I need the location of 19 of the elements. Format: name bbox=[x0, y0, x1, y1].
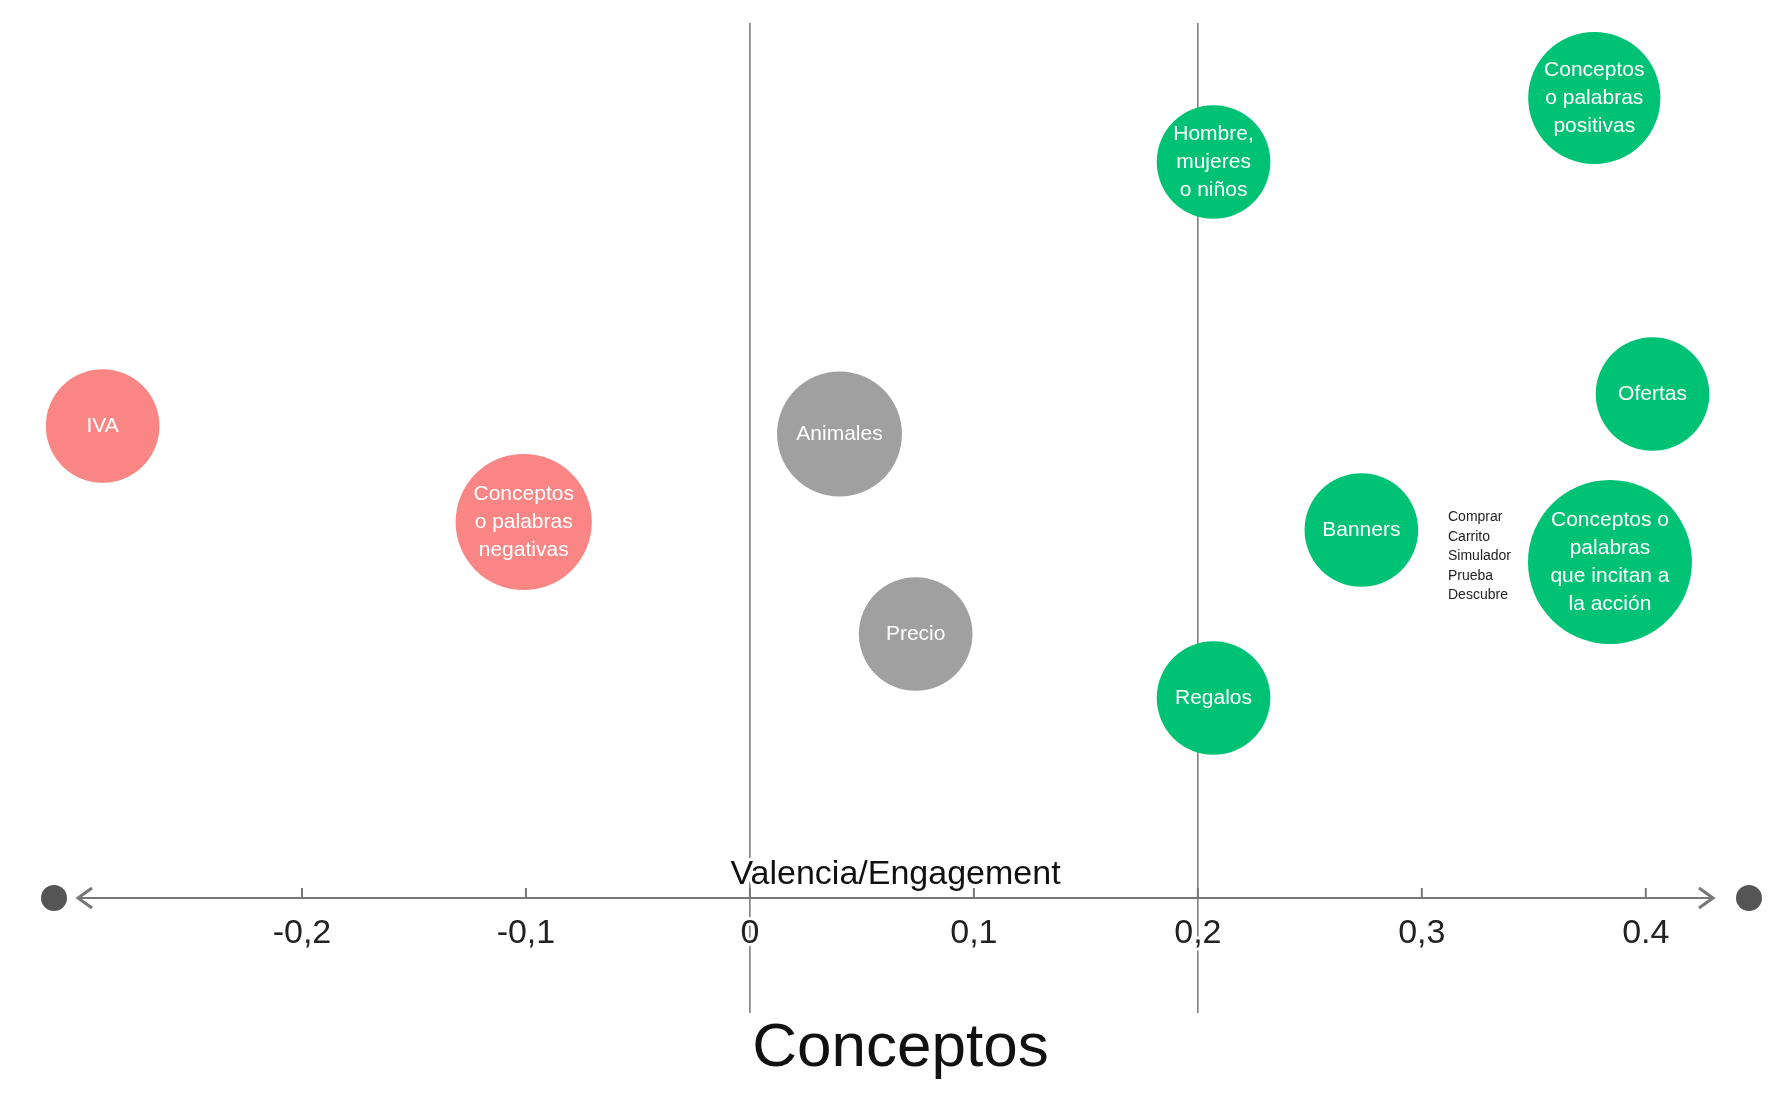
annotation: Banners bbox=[1322, 516, 1401, 540]
x-tick-label: 0.4 bbox=[1622, 912, 1670, 950]
x-tick-label: 0 bbox=[740, 912, 760, 950]
annotation: Conceptos o palabras positivas bbox=[1544, 56, 1645, 136]
text: Conceptos bbox=[752, 1010, 1049, 1079]
annotation: Hombre, mujeres o niños bbox=[1173, 120, 1254, 200]
annotation: Ofertas bbox=[1618, 380, 1687, 404]
annotation: IVA bbox=[86, 412, 119, 436]
annotation: Conceptos o palabras que incitan a la acción bbox=[1550, 506, 1670, 614]
x-axis-title: Valencia/Engagement bbox=[730, 853, 1062, 891]
annotation: Regalos bbox=[1175, 684, 1253, 708]
x-tick-label: 0,3 bbox=[1398, 912, 1446, 950]
annotation: Comprar Carrito Simulador Prueba Descubre bbox=[1448, 507, 1512, 602]
annotation: Conceptos o palabras negativas bbox=[473, 480, 574, 560]
x-tick-label: -0,2 bbox=[272, 912, 332, 950]
x-tick-label: -0,1 bbox=[496, 912, 556, 950]
x-tick-label: 0,1 bbox=[950, 912, 998, 950]
annotation: Animales bbox=[796, 420, 883, 444]
annotation: Precio bbox=[885, 620, 946, 644]
